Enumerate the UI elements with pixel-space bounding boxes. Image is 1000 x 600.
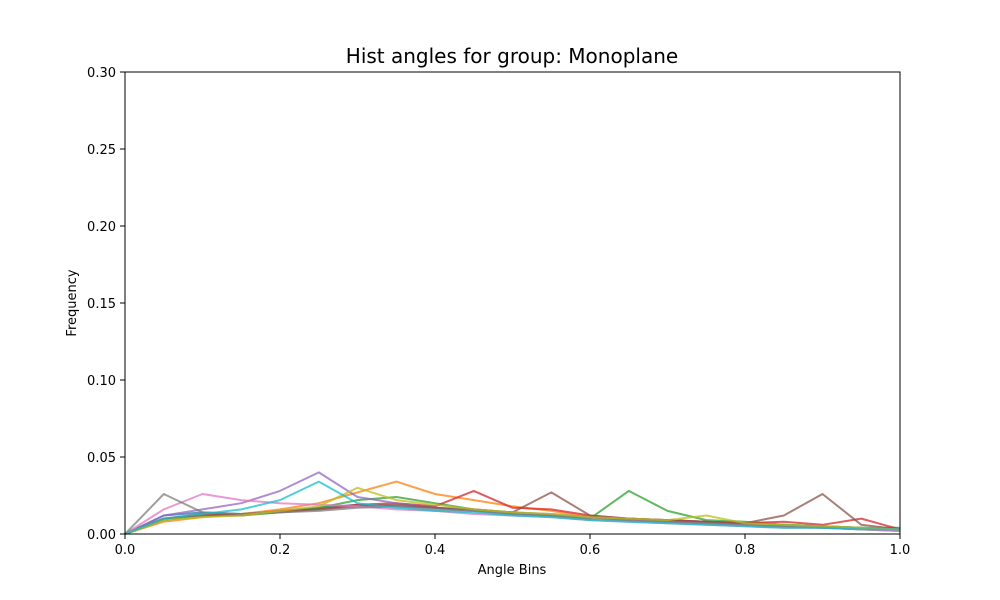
- series-line-10: [124, 480, 900, 535]
- x-tick-label: 0.8: [735, 543, 756, 558]
- x-tick-label: 0.2: [270, 543, 291, 558]
- y-tick-label: 0.20: [87, 220, 116, 235]
- y-axis-label: Frequency: [65, 269, 80, 336]
- x-tick-label: 1.0: [890, 543, 911, 558]
- y-tick-label: 0.10: [87, 374, 116, 389]
- x-axis-label: Angle Bins: [478, 563, 547, 578]
- series-layer: [124, 471, 901, 535]
- x-tick-label: 0.6: [580, 543, 601, 558]
- series-line-9: [124, 486, 901, 535]
- y-tick-label: 0.15: [87, 297, 116, 312]
- chart-title: Hist angles for group: Monoplane: [346, 44, 678, 68]
- y-tick-label: 0.05: [87, 451, 116, 466]
- y-tick-label: 0.00: [87, 528, 116, 543]
- y-tick-label: 0.25: [87, 143, 116, 158]
- x-axis: 0.0 0.2 0.4 0.6 0.8 1.0: [115, 534, 911, 558]
- x-tick-label: 0.0: [115, 543, 136, 558]
- x-tick-label: 0.4: [425, 543, 446, 558]
- y-tick-label: 0.30: [87, 66, 116, 81]
- y-axis: 0.00 0.05 0.10 0.15 0.20 0.25 0.30: [87, 66, 125, 543]
